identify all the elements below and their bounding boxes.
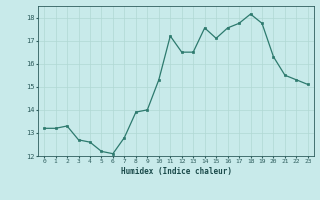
X-axis label: Humidex (Indice chaleur): Humidex (Indice chaleur) bbox=[121, 167, 231, 176]
